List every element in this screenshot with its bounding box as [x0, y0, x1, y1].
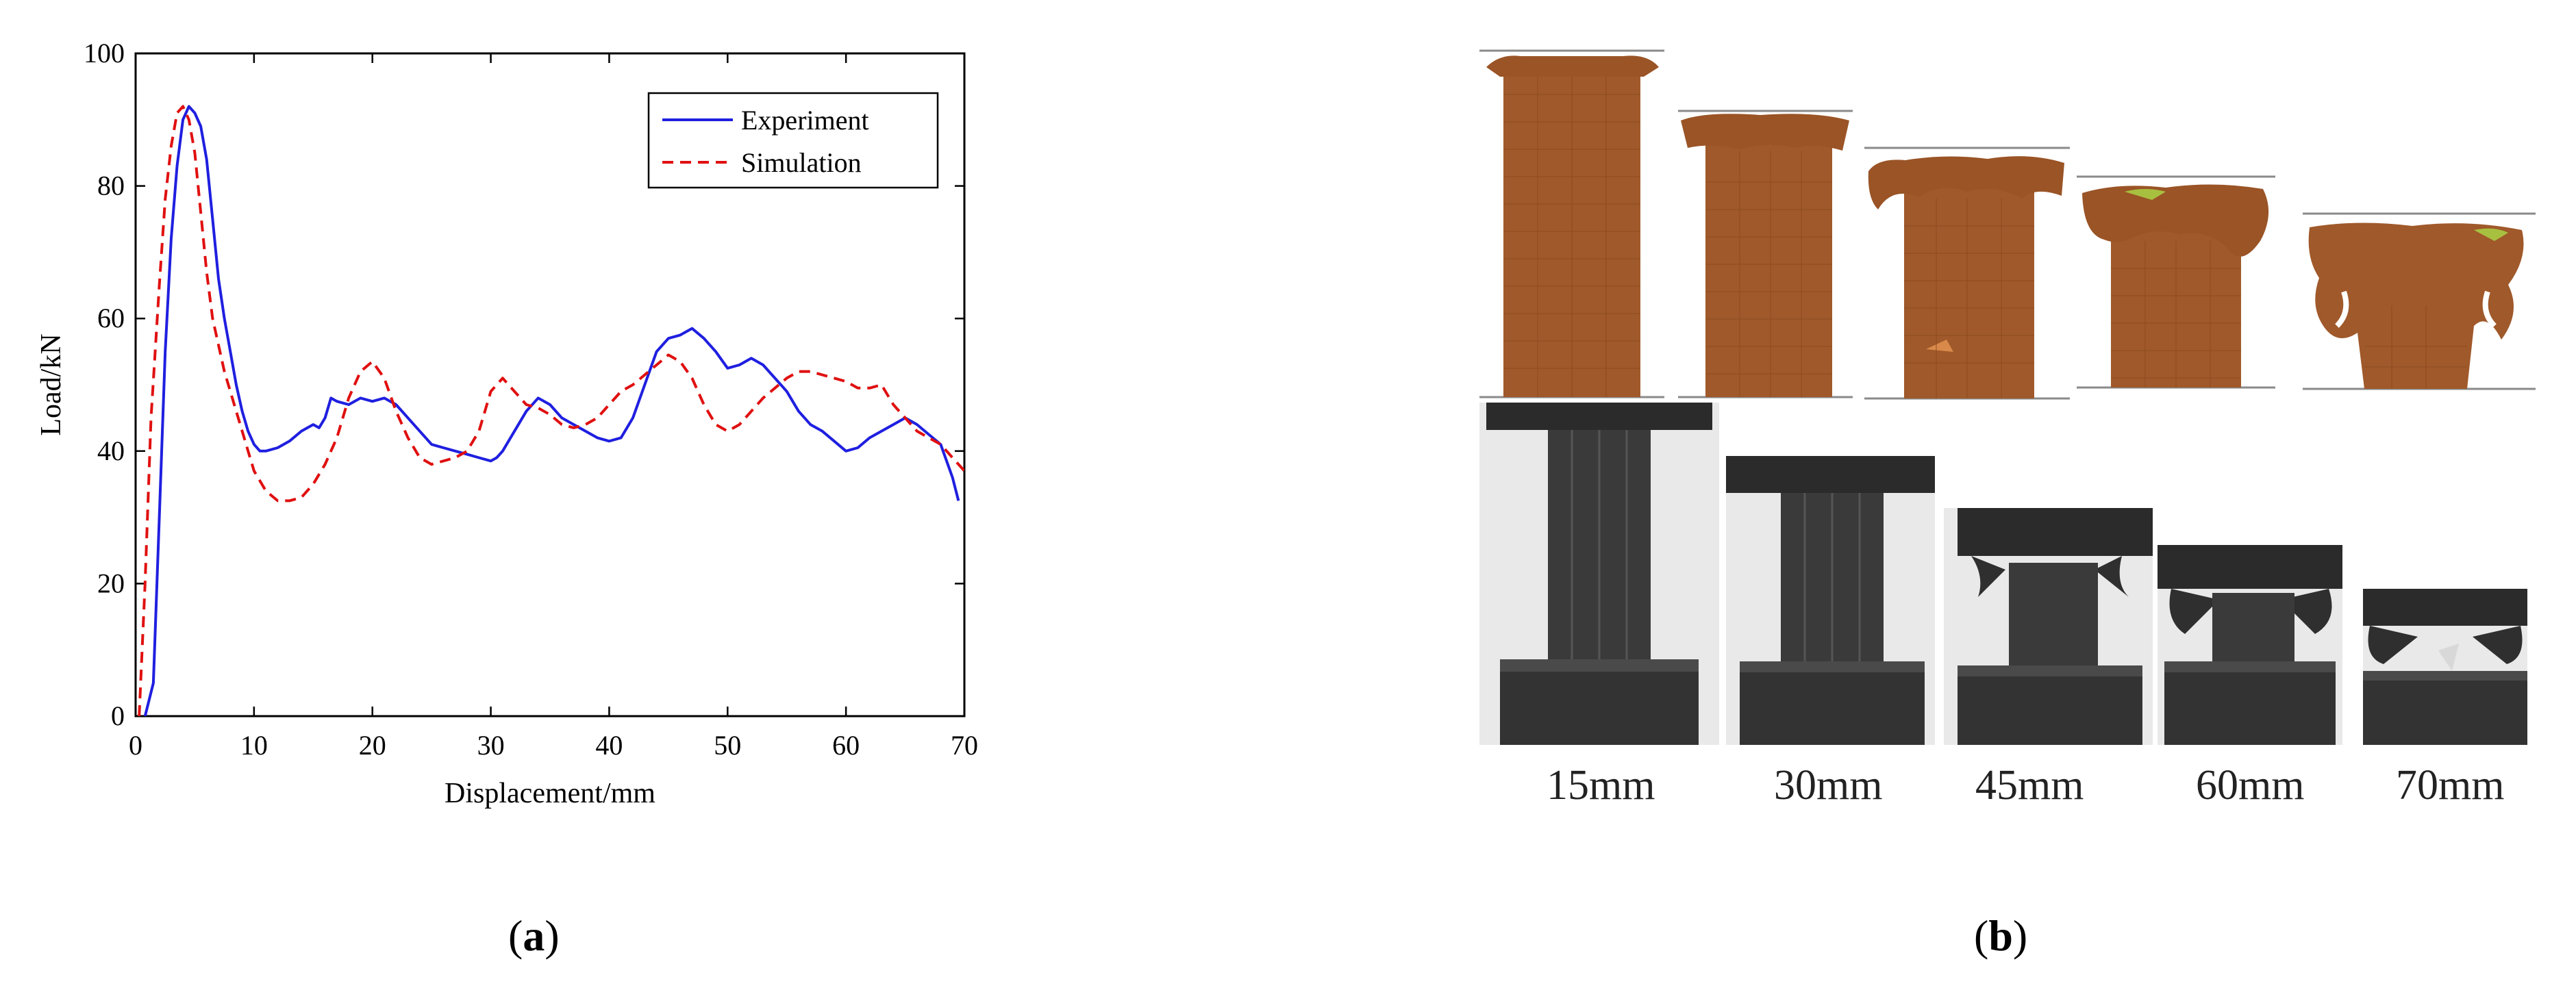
panel-b-caption: (b): [1974, 911, 2028, 960]
y-tick-label: 40: [97, 435, 125, 466]
stage-label-15mm: 15mm: [1547, 762, 1655, 809]
x-tick-label: 50: [714, 730, 741, 761]
y-axis-label: Load/kN: [36, 333, 67, 435]
y-tick-label: 0: [111, 700, 125, 731]
y-tick-label: 80: [97, 170, 125, 201]
x-axis-label: Displacement/mm: [445, 778, 655, 809]
y-tick-label: 100: [84, 38, 125, 68]
sim-specimen-60mm: [2077, 175, 2275, 389]
photo-specimen-70mm: [2363, 589, 2527, 745]
legend-label-simulation: Simulation: [741, 147, 862, 178]
sim-specimen-45mm: [1864, 147, 2070, 400]
x-tick-label: 60: [832, 730, 860, 761]
stage-label-30mm: 30mm: [1774, 762, 1883, 809]
plot-frame: [134, 52, 966, 718]
panel-a-letter: a: [523, 911, 545, 960]
stage-label-60mm: 60mm: [2196, 762, 2305, 809]
sim-specimen-15mm: [1479, 49, 1664, 398]
series-line-simulation: [138, 105, 964, 716]
photo-specimen-60mm: [2158, 545, 2342, 745]
x-tick-label: 10: [240, 730, 268, 761]
photo-specimen-45mm: [1944, 508, 2153, 745]
photo-specimen-15mm: [1479, 403, 1719, 745]
legend: Experiment Simulation: [647, 92, 939, 189]
photo-specimen-30mm: [1726, 456, 1935, 745]
x-tick-label: 20: [359, 730, 386, 761]
stage-label-45mm: 45mm: [1975, 762, 2084, 809]
x-tick-label: 30: [477, 730, 505, 761]
stage-label-70mm: 70mm: [2396, 762, 2505, 809]
y-tick-label: 60: [97, 303, 125, 333]
legend-label-experiment: Experiment: [741, 105, 869, 136]
x-tick-label: 0: [129, 730, 142, 761]
x-tick-label: 70: [951, 730, 978, 761]
y-tick-label: 20: [97, 568, 125, 598]
sim-specimen-30mm: [1678, 110, 1853, 398]
panel-b-letter: b: [1988, 911, 2013, 960]
panel-a-caption: (a): [508, 911, 560, 960]
series-line-experiment: [143, 105, 960, 716]
x-tick-label: 40: [595, 730, 623, 761]
sim-specimen-70mm: [2303, 212, 2536, 390]
legend-box: [647, 92, 939, 189]
